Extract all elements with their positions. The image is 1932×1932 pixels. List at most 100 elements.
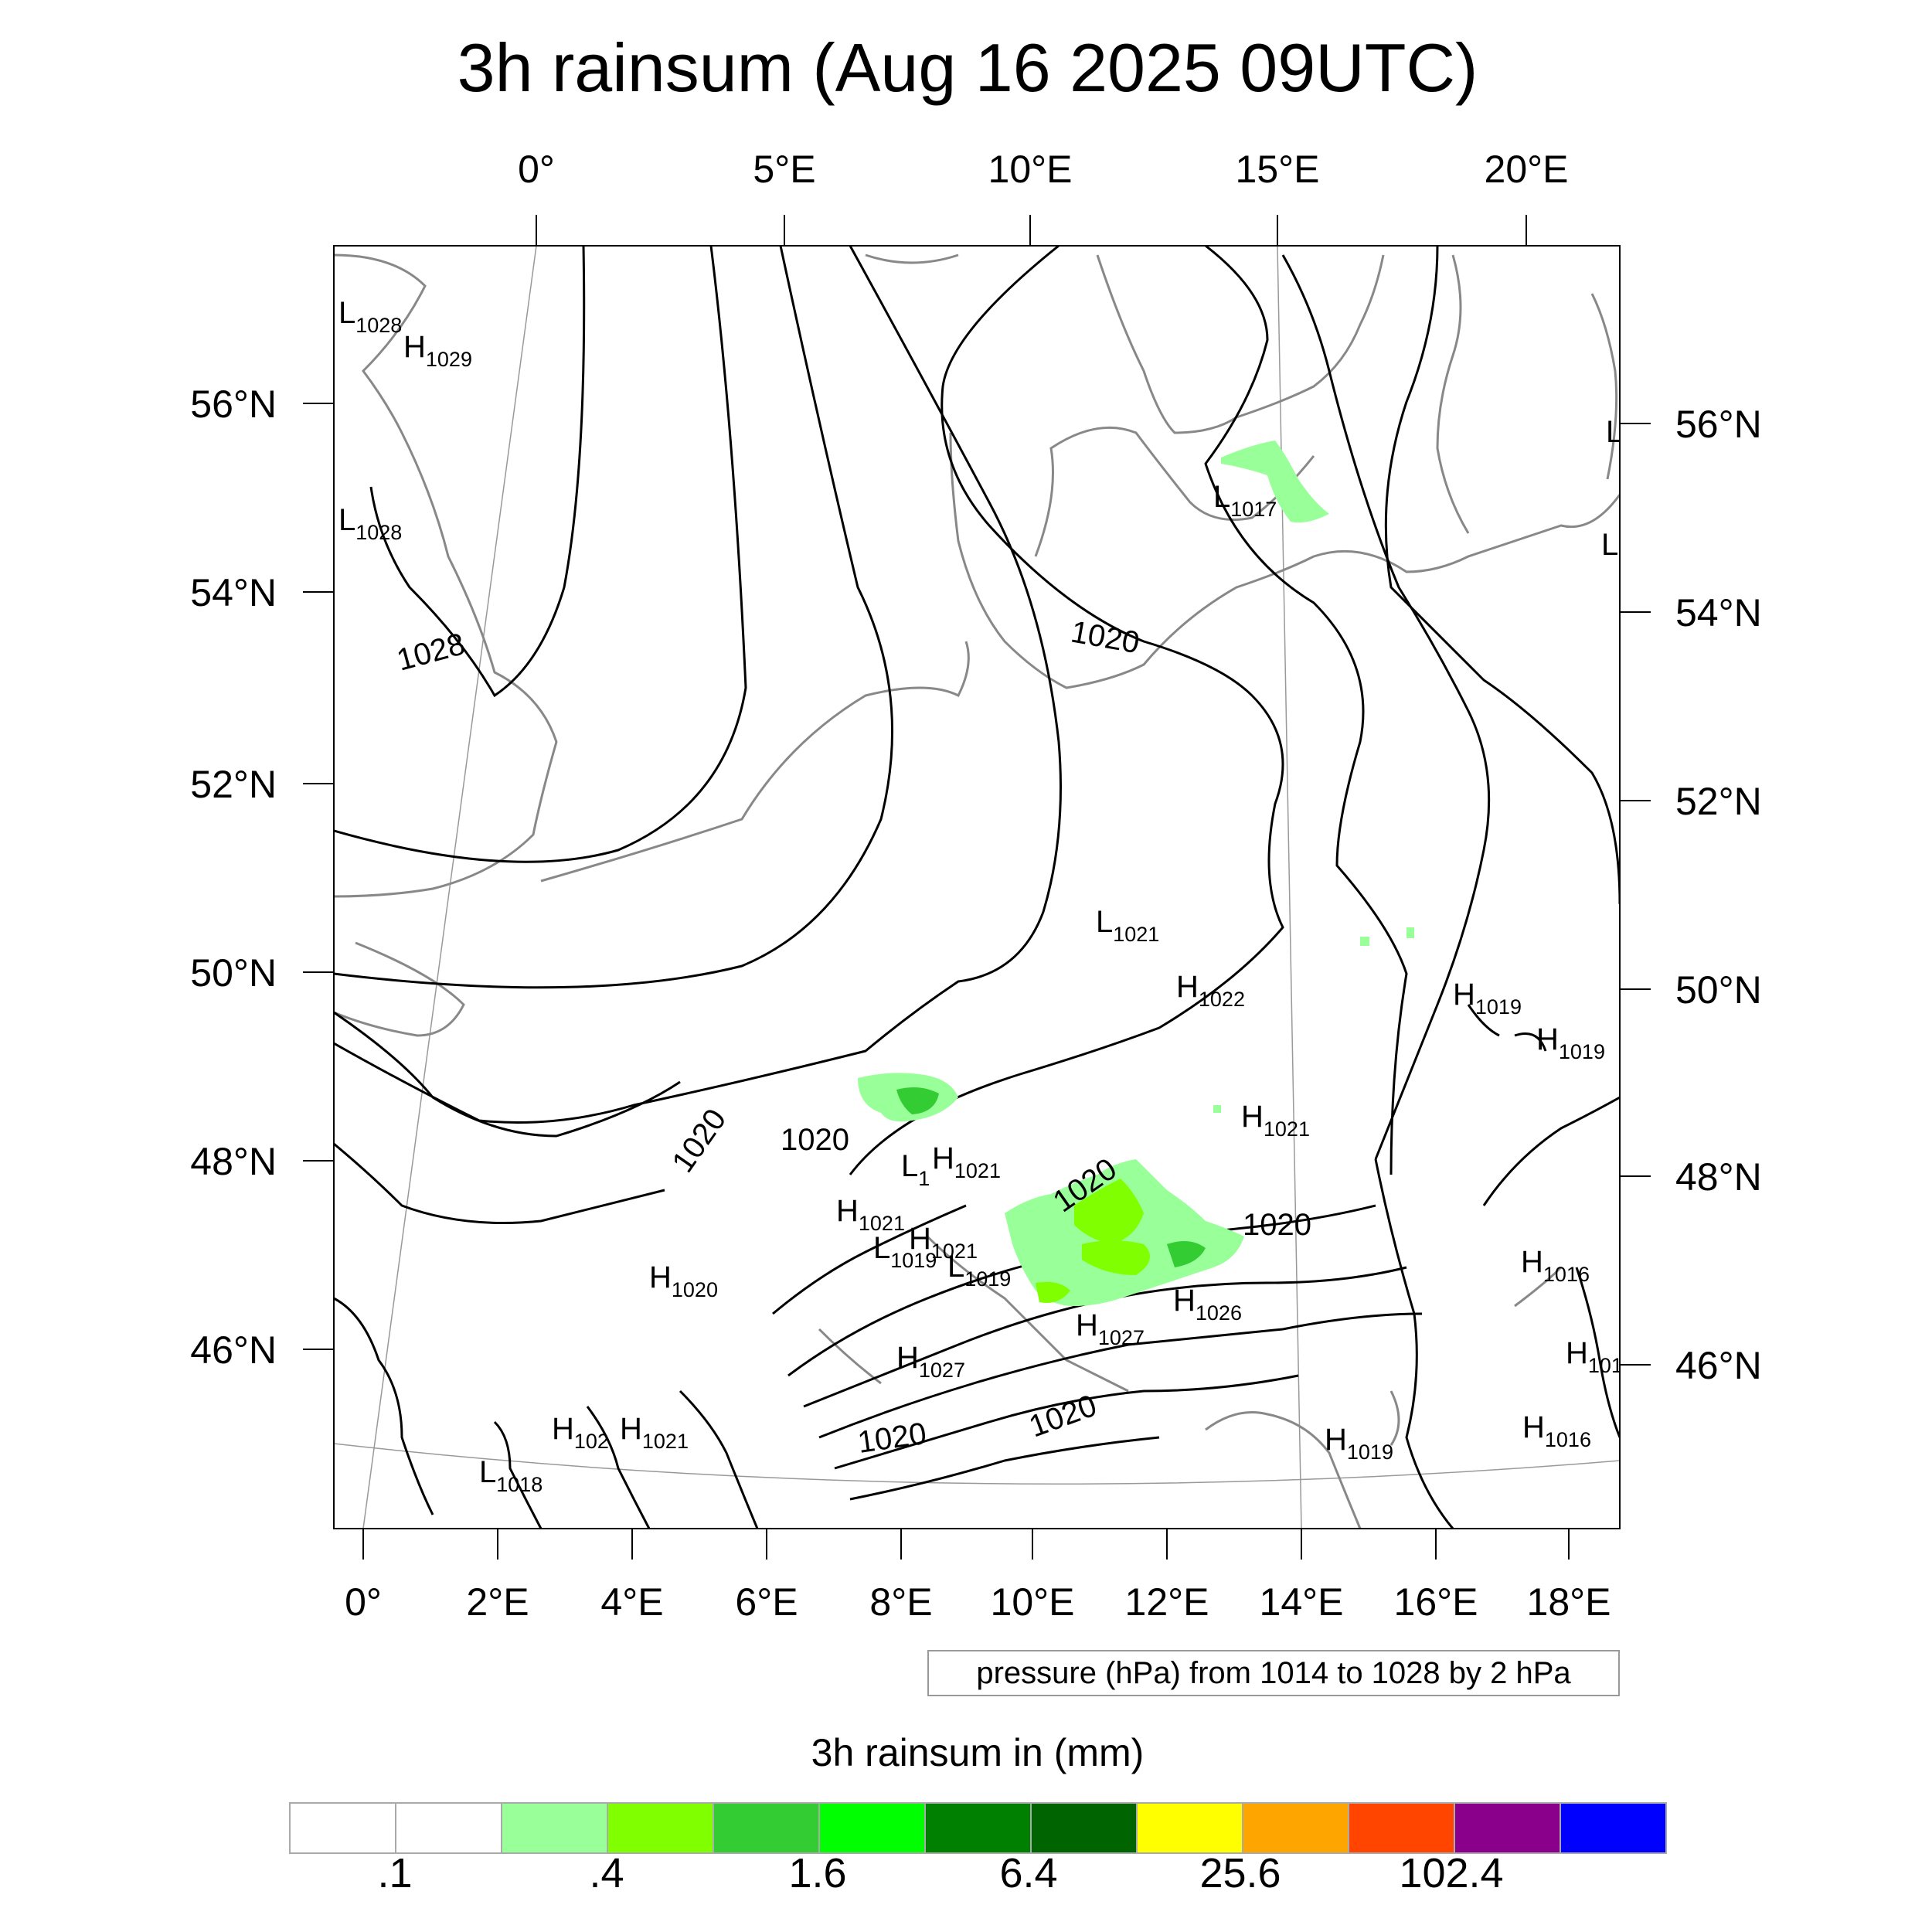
colorbar-box	[1030, 1802, 1138, 1854]
rain-patch	[1082, 1240, 1150, 1275]
colorbar-box	[501, 1802, 608, 1854]
high-pressure-label: H1021	[909, 1222, 978, 1263]
high-pressure-label: H1026	[1173, 1284, 1242, 1325]
isobar-label: 1020	[1068, 615, 1141, 661]
isobar-label: 1020	[855, 1417, 928, 1460]
colorbar-label: 6.4	[999, 1850, 1057, 1896]
isobars	[334, 246, 1620, 1529]
right-lat-label: 50°N	[1675, 968, 1762, 1012]
rain-patch	[1360, 937, 1369, 946]
isobar-label: 1020	[1243, 1208, 1311, 1242]
left-lat-label: 46°N	[190, 1328, 277, 1372]
colorbar-label: 1.6	[788, 1850, 846, 1896]
colorbar-box	[1348, 1802, 1455, 1854]
colorbar-box	[818, 1802, 926, 1854]
left-lat-label: 48°N	[190, 1140, 277, 1183]
bottom-lon-label: 2°E	[466, 1580, 529, 1624]
left-lat-label: 52°N	[190, 763, 277, 806]
low-pressure-label: L1019	[947, 1250, 1011, 1291]
isobar-label: 1020	[1025, 1389, 1101, 1444]
high-pressure-label: H1019	[1536, 1022, 1605, 1063]
high-pressure-label: H1021	[620, 1412, 689, 1453]
high-pressure-label: H1027	[1076, 1308, 1145, 1349]
colorbar-box	[395, 1802, 502, 1854]
colorbar-box	[713, 1802, 820, 1854]
colorbar-box	[1454, 1802, 1561, 1854]
colorbar-label: 25.6	[1199, 1850, 1281, 1896]
high-pressure-label: H1016	[1521, 1245, 1590, 1286]
colorbar-box	[1136, 1802, 1243, 1854]
graticule-lines	[334, 246, 1620, 1529]
top-lon-label: 10°E	[988, 148, 1073, 191]
left-lat-label: 56°N	[190, 383, 277, 426]
colorbar-labels: .1 .4 1.6 6.4 25.6 102.4	[377, 1850, 1503, 1896]
right-lat-label: 48°N	[1675, 1155, 1762, 1199]
rain-patch	[1167, 1241, 1206, 1267]
colorbar	[289, 1802, 1667, 1854]
right-lat-label: 54°N	[1675, 591, 1762, 634]
bottom-lon-label: 10°E	[991, 1580, 1075, 1624]
high-pressure-label: H101	[1566, 1336, 1623, 1377]
low-pressure-label: L1017	[1213, 480, 1277, 521]
isobar-label: 1020	[665, 1103, 733, 1179]
right-lat-label: 56°N	[1675, 403, 1762, 446]
high-pressure-label: H1021	[932, 1141, 1001, 1182]
colorbar-label: .4	[589, 1850, 624, 1896]
map-frame	[333, 245, 1621, 1529]
high-pressure-label: H1022	[1176, 970, 1245, 1011]
low-pressure-label: L1018	[479, 1455, 543, 1496]
rain-patch	[1036, 1281, 1070, 1303]
colorbar-label: .1	[377, 1850, 412, 1896]
top-lon-label: 15°E	[1236, 148, 1320, 191]
colorbar-box	[1560, 1802, 1667, 1854]
bottom-lon-label: 0°	[345, 1580, 382, 1624]
low-pressure-label: L1	[901, 1149, 930, 1190]
pressure-note-box	[927, 1650, 1620, 1696]
colorbar-title: 3h rainsum in (mm)	[811, 1731, 1145, 1774]
low-pressure-label: L1021	[1096, 905, 1159, 946]
bottom-lon-label: 14°E	[1260, 1580, 1344, 1624]
top-lon-label: 5°E	[753, 148, 815, 191]
rain-patch	[1213, 1105, 1221, 1113]
high-pressure-label: H1020	[649, 1260, 718, 1301]
colorbar-label: 102.4	[1399, 1850, 1503, 1896]
left-lat-axis	[303, 403, 334, 1350]
right-lat-axis	[1620, 423, 1651, 1366]
right-lat-label: 46°N	[1675, 1344, 1762, 1387]
bottom-lon-label: 6°E	[735, 1580, 798, 1624]
left-lat-label: 50°N	[190, 951, 277, 995]
right-lat-label: 52°N	[1675, 780, 1762, 823]
colorbar-box	[289, 1802, 396, 1854]
low-pressure-label: L1028	[338, 296, 402, 337]
precipitation	[858, 440, 1414, 1306]
high-pressure-label: H1021	[1241, 1100, 1310, 1141]
low-pressure-label: L	[1606, 415, 1623, 449]
top-lon-label: 20°E	[1485, 148, 1569, 191]
bottom-lon-label: 4°E	[600, 1580, 663, 1624]
high-pressure-label: H1029	[403, 330, 472, 371]
rain-patch	[896, 1087, 939, 1114]
rain-patch	[1406, 927, 1414, 938]
high-pressure-label: H102	[552, 1412, 609, 1453]
isobar-label: 1020	[781, 1123, 849, 1157]
bottom-lon-label: 8°E	[869, 1580, 932, 1624]
low-pressure-label: L1028	[338, 503, 402, 544]
top-lon-label: 0°	[518, 148, 555, 191]
colorbar-box	[1242, 1802, 1349, 1854]
bottom-lon-axis	[362, 1529, 1570, 1560]
high-pressure-label: H1016	[1522, 1410, 1591, 1451]
high-pressure-label: H1019	[1453, 978, 1522, 1019]
isobar-label: 1028	[393, 627, 468, 678]
colorbar-box	[924, 1802, 1032, 1854]
colorbar-box	[607, 1802, 714, 1854]
low-pressure-label: L	[1601, 528, 1618, 562]
top-lon-axis	[536, 215, 1527, 246]
high-pressure-label: H1027	[896, 1341, 965, 1382]
map-title: 3h rainsum (Aug 16 2025 09UTC)	[457, 29, 1478, 106]
pressure-note: pressure (hPa) from 1014 to 1028 by 2 hP…	[976, 1656, 1571, 1690]
low-pressure-label: L1019	[873, 1231, 937, 1272]
rain-patch	[1074, 1179, 1144, 1244]
